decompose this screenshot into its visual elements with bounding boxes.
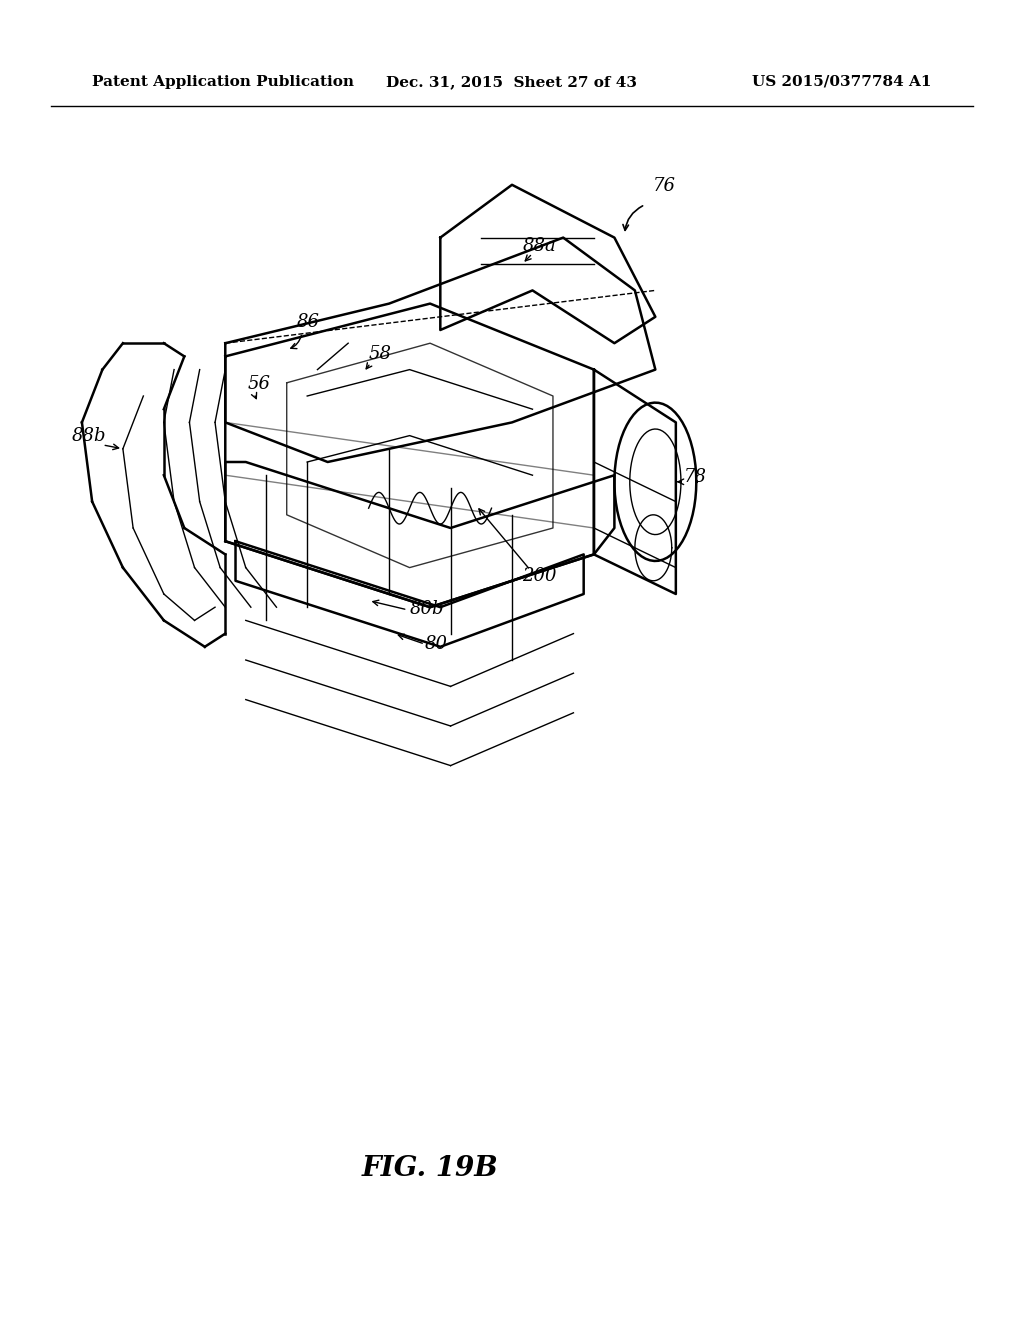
Text: Patent Application Publication: Patent Application Publication	[92, 75, 354, 88]
Text: 56: 56	[248, 375, 270, 393]
Text: 88b: 88b	[72, 426, 106, 445]
Text: 76: 76	[653, 177, 676, 195]
Text: Dec. 31, 2015  Sheet 27 of 43: Dec. 31, 2015 Sheet 27 of 43	[386, 75, 638, 88]
Text: FIG. 19B: FIG. 19B	[361, 1155, 499, 1181]
Text: 78: 78	[684, 467, 707, 486]
Text: 200: 200	[522, 566, 557, 585]
Text: 86: 86	[297, 313, 319, 331]
Text: 80: 80	[425, 635, 447, 653]
Text: 58: 58	[369, 345, 391, 363]
Text: 80b: 80b	[410, 599, 444, 618]
Text: US 2015/0377784 A1: US 2015/0377784 A1	[753, 75, 932, 88]
Text: 88a: 88a	[522, 236, 556, 255]
